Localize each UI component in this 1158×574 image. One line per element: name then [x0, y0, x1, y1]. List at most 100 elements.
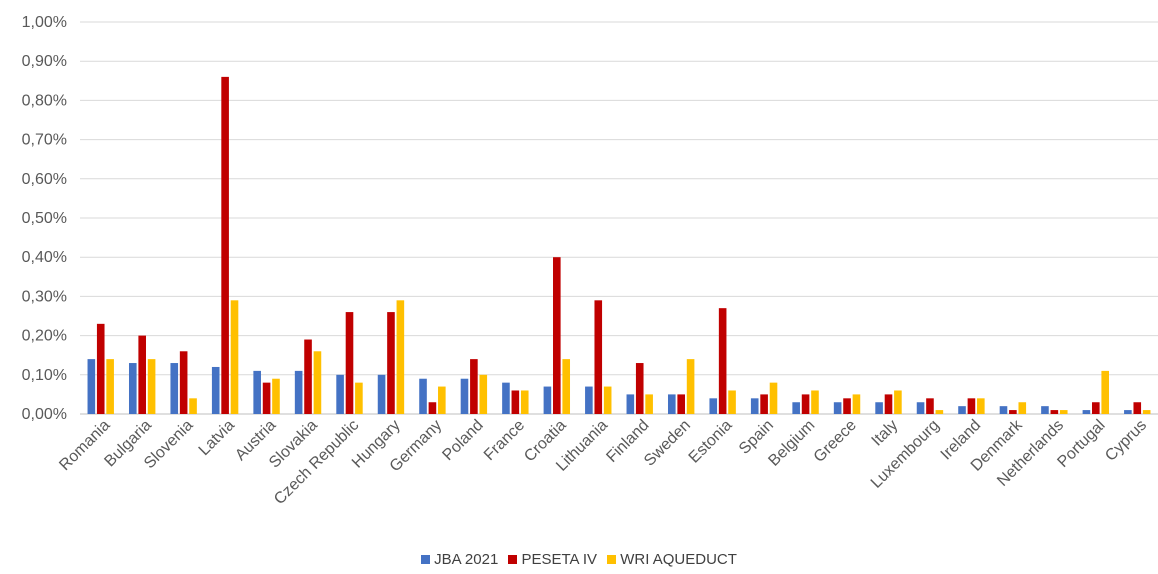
legend-label-peseta: PESETA IV: [521, 551, 598, 568]
bar-hungary-peseta-iv: [387, 312, 395, 414]
bar-sweden-jba-2021: [667, 394, 676, 414]
bar-slovenia-wri-aqueduct: [189, 398, 197, 414]
bar-netherlands-peseta-iv: [1050, 410, 1059, 414]
bar-croatia-wri-aqueduct: [562, 359, 571, 414]
x-tick-label-belgium: Belgium: [766, 417, 819, 470]
bar-latvia-peseta-iv: [221, 76, 229, 414]
bar-cyprus-peseta-iv: [1133, 402, 1142, 414]
bar-ireland-peseta-iv: [967, 398, 976, 414]
legend-swatch-peseta: [508, 555, 518, 564]
x-tick-label-estonia: Estonia: [686, 417, 736, 467]
bar-slovakia-jba-2021: [294, 370, 303, 414]
bar-belgium-wri-aqueduct: [811, 390, 819, 414]
bar-germany-jba-2021: [419, 378, 427, 414]
bar-poland-wri-aqueduct: [479, 374, 488, 414]
bar-germany-peseta-iv: [428, 402, 437, 414]
y-tick-label: 0,90%: [22, 53, 67, 70]
x-tick-label-france: France: [481, 417, 528, 464]
bar-denmark-peseta-iv: [1009, 410, 1017, 414]
legend-item-jba: JBA 2021: [421, 551, 498, 568]
bar-netherlands-wri-aqueduct: [1059, 410, 1068, 414]
x-tick-label-greece: Greece: [811, 417, 860, 466]
bar-france-jba-2021: [502, 382, 510, 414]
bar-denmark-jba-2021: [999, 406, 1008, 414]
y-tick-label: 0,00%: [22, 406, 67, 423]
y-tick-label: 0,50%: [22, 210, 67, 227]
bar-portugal-jba-2021: [1082, 410, 1091, 414]
bar-estonia-jba-2021: [709, 398, 718, 414]
bar-luxembourg-jba-2021: [916, 402, 925, 414]
bar-czech-republic-peseta-iv: [345, 312, 354, 414]
bars: [87, 76, 1151, 414]
bar-luxembourg-wri-aqueduct: [935, 410, 944, 414]
bar-poland-peseta-iv: [470, 359, 478, 414]
bar-spain-wri-aqueduct: [769, 382, 778, 414]
bar-italy-jba-2021: [875, 402, 883, 414]
bar-estonia-wri-aqueduct: [728, 390, 736, 414]
y-tick-label: 0,40%: [22, 249, 67, 266]
y-axis-tick-labels: 0,00% 0,10% 0,20% 0,30% 0,40% 0,50% 0,60% 0,70%…: [22, 14, 67, 423]
bar-spain-peseta-iv: [760, 394, 768, 414]
bar-denmark-wri-aqueduct: [1018, 402, 1027, 414]
bar-austria-wri-aqueduct: [272, 378, 280, 414]
bar-slovenia-peseta-iv: [179, 351, 188, 414]
bar-romania-jba-2021: [87, 359, 96, 414]
bar-france-peseta-iv: [511, 390, 520, 414]
bar-croatia-peseta-iv: [553, 257, 561, 414]
bar-latvia-jba-2021: [211, 366, 220, 414]
legend-swatch-wri: [607, 555, 617, 564]
bar-finland-peseta-iv: [635, 363, 644, 414]
bar-lithuania-peseta-iv: [594, 300, 603, 414]
y-tick-label: 0,70%: [22, 132, 67, 149]
bar-italy-peseta-iv: [884, 394, 893, 414]
bar-luxembourg-peseta-iv: [926, 398, 934, 414]
y-tick-label: 0,60%: [22, 171, 67, 188]
bar-belgium-peseta-iv: [801, 394, 810, 414]
bar-bulgaria-jba-2021: [128, 363, 137, 414]
bar-austria-peseta-iv: [262, 382, 271, 414]
bar-finland-wri-aqueduct: [645, 394, 653, 414]
bar-czech-republic-jba-2021: [336, 374, 344, 414]
bar-hungary-wri-aqueduct: [396, 300, 405, 414]
bar-hungary-jba-2021: [377, 374, 386, 414]
bar-portugal-wri-aqueduct: [1101, 370, 1110, 414]
bar-ireland-wri-aqueduct: [977, 398, 985, 414]
bar-lithuania-wri-aqueduct: [603, 386, 612, 414]
bar-cyprus-wri-aqueduct: [1142, 410, 1151, 414]
legend: JBA 2021 PESETA IV WRI AQUEDUCT: [0, 551, 1158, 568]
bar-slovenia-jba-2021: [170, 363, 179, 414]
y-tick-label: 0,10%: [22, 367, 67, 384]
bar-bulgaria-peseta-iv: [138, 335, 146, 414]
bar-poland-jba-2021: [460, 378, 469, 414]
legend-item-wri: WRI AQUEDUCT: [607, 551, 737, 568]
bar-greece-peseta-iv: [843, 398, 851, 414]
bar-greece-jba-2021: [833, 402, 842, 414]
bar-czech-republic-wri-aqueduct: [355, 382, 363, 414]
legend-item-peseta: PESETA IV: [508, 551, 597, 568]
bar-germany-wri-aqueduct: [438, 386, 446, 414]
bar-slovakia-peseta-iv: [304, 339, 312, 414]
bar-portugal-peseta-iv: [1092, 402, 1100, 414]
bar-austria-jba-2021: [253, 370, 261, 414]
y-tick-label: 0,80%: [22, 92, 67, 109]
bar-latvia-wri-aqueduct: [230, 300, 239, 414]
legend-label-jba: JBA 2021: [434, 551, 499, 568]
x-tick-label-romania: Romania: [56, 417, 113, 474]
y-tick-label: 0,30%: [22, 288, 67, 305]
bar-netherlands-jba-2021: [1041, 406, 1049, 414]
legend-label-wri: WRI AQUEDUCT: [620, 551, 737, 568]
bar-ireland-jba-2021: [958, 406, 966, 414]
gridlines: [80, 21, 1158, 415]
bar-belgium-jba-2021: [792, 402, 800, 414]
bar-greece-wri-aqueduct: [852, 394, 861, 414]
bar-sweden-peseta-iv: [677, 394, 685, 414]
bar-cyprus-jba-2021: [1124, 410, 1132, 414]
x-tick-label-italy: Italy: [869, 417, 902, 450]
x-tick-label-cyprus: Cyprus: [1102, 417, 1150, 465]
bar-finland-jba-2021: [626, 394, 635, 414]
bar-sweden-wri-aqueduct: [686, 359, 695, 414]
legend-swatch-jba: [421, 555, 431, 564]
bar-croatia-jba-2021: [543, 386, 552, 414]
y-tick-label: 0,20%: [22, 328, 67, 345]
